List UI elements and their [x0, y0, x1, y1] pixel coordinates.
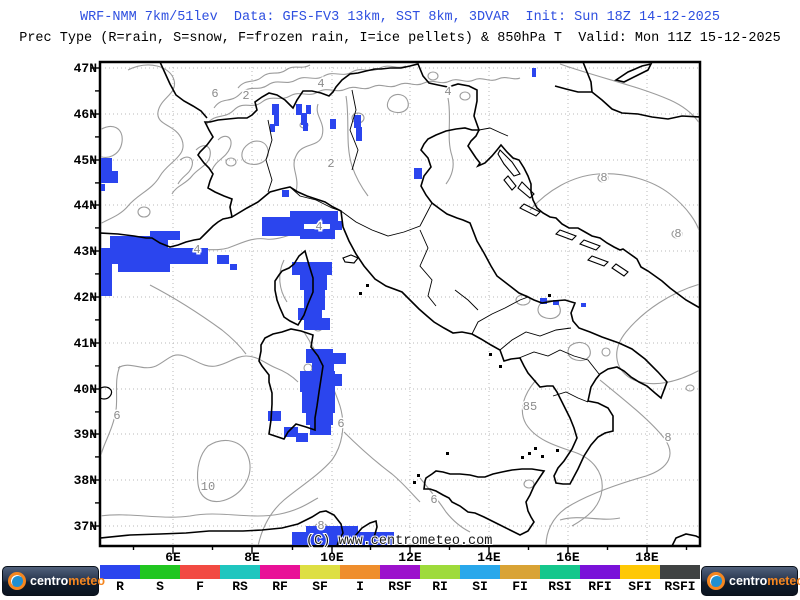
legend-swatch-RS: [220, 565, 260, 579]
legend-swatch-SF: [300, 565, 340, 579]
legend-label-SF: SF: [312, 579, 328, 594]
legend-label-RS: RS: [232, 579, 248, 594]
legend-label-F: F: [196, 579, 204, 594]
centrometeo-logo-left[interactable]: centrometeo: [2, 566, 105, 596]
map-frame: [98, 60, 702, 548]
centrometeo-logo-icon: [8, 572, 26, 590]
contour-label: 4: [193, 243, 200, 257]
lat-label: 40N: [74, 382, 97, 397]
legend-swatch-RSI: [540, 565, 580, 579]
contour-label: 6: [113, 409, 120, 423]
legend-swatch-I: [340, 565, 380, 579]
legend-swatch-FI: [500, 565, 540, 579]
contour-label: 4: [444, 85, 451, 99]
lon-label: 12E: [398, 550, 422, 562]
lat-label: 47N: [74, 61, 97, 76]
precip-type-legend-swatches: [100, 565, 700, 579]
coastlines: [101, 63, 699, 545]
contour-label: 85: [523, 400, 537, 414]
centrometeo-logo-text: centrometeo: [30, 574, 106, 588]
legend-swatch-F: [180, 565, 220, 579]
contour-label: 2: [242, 89, 249, 103]
contour-label: 4: [315, 220, 322, 234]
lat-label: 39N: [74, 427, 97, 442]
lon-label: 16E: [556, 550, 580, 562]
legend-swatch-RF: [260, 565, 300, 579]
region-borders: [265, 89, 600, 403]
lon-label: 8E: [244, 550, 260, 562]
lat-label: 38N: [74, 473, 97, 488]
legend-swatch-SFI: [620, 565, 660, 579]
legend-swatch-RSF: [380, 565, 420, 579]
lon-label: 14E: [477, 550, 501, 562]
legend-swatch-RI: [420, 565, 460, 579]
axis-ticks: [91, 67, 688, 554]
contour-label: 6: [430, 493, 437, 507]
lat-label: 37N: [74, 519, 97, 534]
contour-label: 8: [600, 171, 607, 185]
lon-label: 18E: [635, 550, 659, 562]
legend-label-RFI: RFI: [588, 579, 612, 594]
contour-label: 6: [337, 417, 344, 431]
contour-label: 8: [664, 431, 671, 445]
lat-label: 46N: [74, 107, 97, 122]
centrometeo-logo-right[interactable]: centrometeo: [701, 566, 800, 596]
precip-type-legend-labels: R S F RS RF SF I RSF RI SI FI RSI RFI SFI RSFI: [100, 579, 700, 596]
contour-label: 10: [201, 480, 215, 494]
axis-labels: 6E 8E 10E 12E 14E 16E 18E 47N 46N 45N 44N 43N 42N 41N…: [74, 61, 659, 562]
small-islands: [359, 284, 559, 484]
grid-lines: [101, 63, 699, 545]
legend-swatch-RFI: [580, 565, 620, 579]
contour-label: 2: [327, 157, 334, 171]
legend-label-RSI: RSI: [548, 579, 572, 594]
weather-map: 6E 8E 10E 12E 14E 16E 18E 47N 46N 45N 44N 43N 42N 41N…: [74, 60, 702, 562]
legend-label-R: R: [116, 579, 124, 594]
legend-label-FI: FI: [512, 579, 528, 594]
centrometeo-logo-text: centrometeo: [729, 574, 800, 588]
centrometeo-logo-icon: [707, 572, 725, 590]
product-title: Prec Type (R=rain, S=snow, F=frozen rain…: [19, 31, 781, 46]
lat-label: 42N: [74, 290, 97, 305]
lon-label: 6E: [165, 550, 181, 562]
contour-label: 8: [317, 519, 324, 533]
legend-swatch-R: [100, 565, 140, 579]
lon-label: 10E: [320, 550, 344, 562]
legend-label-RI: RI: [432, 579, 448, 594]
lat-label: 43N: [74, 244, 97, 259]
copyright-watermark: (C) www.centrometeo.com: [306, 534, 492, 549]
contour-label: 8: [674, 227, 681, 241]
contour-label: 4: [317, 77, 324, 91]
legend-swatch-RSFI: [660, 565, 700, 579]
legend-label-RSFI: RSFI: [664, 579, 696, 594]
lat-label: 45N: [74, 153, 97, 168]
contour-labels: 6 2 4 4 2 4 4 8 8 6 6 10 85 8 8 6: [112, 76, 683, 535]
contour-label: 6: [211, 87, 218, 101]
legend-label-SI: SI: [472, 579, 488, 594]
legend-label-S: S: [156, 579, 164, 594]
lat-label: 44N: [74, 198, 97, 213]
lat-label: 41N: [74, 336, 97, 351]
legend-label-I: I: [356, 579, 364, 594]
legend-swatch-S: [140, 565, 180, 579]
legend-label-RF: RF: [272, 579, 288, 594]
legend-label-SFI: SFI: [628, 579, 652, 594]
legend-swatch-SI: [460, 565, 500, 579]
legend-label-RSF: RSF: [388, 579, 412, 594]
model-title: WRF-NMM 7km/51lev Data: GFS-FV3 13km, SS…: [79, 10, 720, 25]
rain-precipitation-areas: [101, 68, 586, 545]
